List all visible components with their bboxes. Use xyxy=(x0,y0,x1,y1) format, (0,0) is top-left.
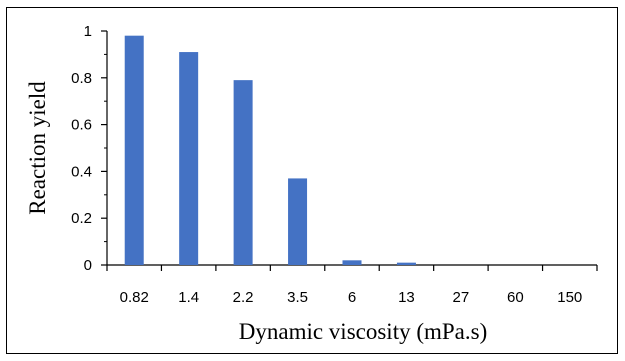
x-tick-label: 13 xyxy=(398,289,415,306)
bar xyxy=(288,178,308,265)
x-tick-label: 27 xyxy=(453,289,470,306)
y-tick-label: 1 xyxy=(84,23,92,40)
chart-frame xyxy=(6,7,618,354)
x-tick-label: 150 xyxy=(557,289,582,306)
bar xyxy=(396,262,416,265)
x-tick-label: 6 xyxy=(348,289,356,306)
bars xyxy=(124,35,416,266)
y-tick-label: 0.4 xyxy=(71,163,92,180)
y-tick-label: 0.2 xyxy=(71,210,92,227)
x-axis: 0.82 1.4 2.2 3.5 6 13 27 60 150 xyxy=(106,264,598,306)
y-axis: 0 0.2 0.4 0.6 0.8 1 xyxy=(71,23,108,274)
y-tick-label: 0.6 xyxy=(71,117,92,134)
y-axis-title: Reaction yield xyxy=(25,81,50,215)
bar xyxy=(179,52,199,266)
bar xyxy=(233,80,253,265)
bar xyxy=(342,260,362,265)
x-axis-title: Dynamic viscosity (mPa.s) xyxy=(239,319,488,344)
x-tick-label: 60 xyxy=(507,289,524,306)
x-tick-label: 1.4 xyxy=(178,289,199,306)
x-tick-label: 0.82 xyxy=(120,289,149,306)
x-tick-label: 2.2 xyxy=(233,289,254,306)
y-tick-label: 0 xyxy=(84,257,92,274)
x-tick-label: 3.5 xyxy=(287,289,308,306)
bar xyxy=(124,35,144,266)
y-tick-label: 0.8 xyxy=(71,70,92,87)
